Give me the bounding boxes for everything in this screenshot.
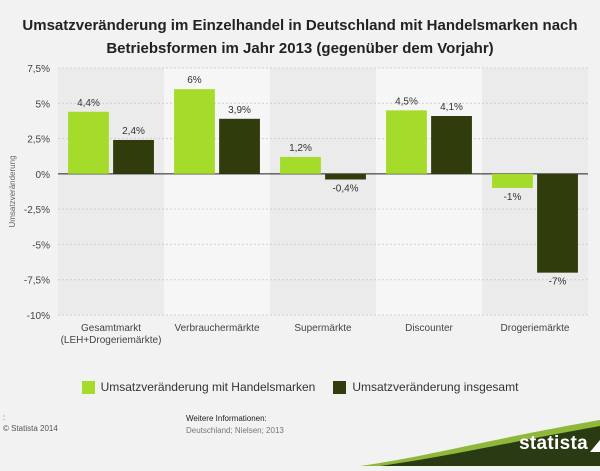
x-tick-label: (LEH+Drogeriemärkte) bbox=[61, 335, 162, 346]
info-title[interactable]: Weitere Informationen: bbox=[186, 414, 267, 423]
x-tick-label: Supermärkte bbox=[294, 323, 352, 334]
legend-item-insgesamt: Umsatzveränderung insgesamt bbox=[333, 380, 518, 394]
bar bbox=[280, 156, 321, 174]
chart-title: Umsatzveränderung im Einzelhandel in Deu… bbox=[22, 17, 578, 57]
legend-item-handelsmarken: Umsatzveränderung mit Handelsmarken bbox=[81, 380, 316, 394]
bar bbox=[386, 110, 427, 174]
copyright: © Statista 2014 bbox=[3, 424, 58, 433]
data-label: 4,1% bbox=[440, 102, 463, 113]
brand-swoosh bbox=[360, 420, 600, 466]
y-axis-label: Umsatzveränderung bbox=[8, 155, 17, 227]
source-prefix: : bbox=[3, 413, 6, 422]
data-label: 6% bbox=[187, 75, 202, 86]
y-tick-label: 7,5% bbox=[27, 64, 50, 75]
legend: Umsatzveränderung mit Handelsmarken Umsa… bbox=[0, 380, 600, 394]
y-tick-label: -10% bbox=[27, 311, 50, 322]
data-label: 4,4% bbox=[77, 98, 100, 109]
legend-swatch bbox=[333, 380, 347, 394]
y-tick-label: 2,5% bbox=[27, 135, 50, 146]
brand-arrow-icon bbox=[590, 440, 600, 452]
y-tick-label: -7,5% bbox=[24, 276, 50, 287]
bar bbox=[537, 173, 578, 273]
data-label: -7% bbox=[549, 277, 567, 288]
x-tick-label: Discounter bbox=[405, 323, 453, 334]
bar bbox=[68, 111, 109, 174]
x-tick-label: Drogeriemärkte bbox=[501, 323, 570, 334]
category-band bbox=[270, 68, 376, 315]
bar bbox=[492, 173, 533, 188]
data-label: 2,4% bbox=[122, 126, 145, 137]
bar bbox=[325, 173, 366, 180]
y-tick-label: -5% bbox=[32, 240, 50, 251]
y-tick-label: -2,5% bbox=[24, 205, 50, 216]
bar-chart: 7,5% 5% 2,5% 0% -2,5% -5% -7,5% -10% Umsatzverän… bbox=[8, 64, 588, 346]
y-tick-label: 0% bbox=[36, 170, 51, 181]
category-band bbox=[376, 68, 482, 315]
bar bbox=[174, 89, 215, 174]
legend-label: Umsatzveränderung mit Handelsmarken bbox=[100, 380, 316, 394]
x-tick-label: Gesamtmarkt bbox=[81, 323, 141, 334]
data-label: 3,9% bbox=[228, 105, 251, 116]
y-tick-label: 5% bbox=[36, 99, 51, 110]
data-label: 4,5% bbox=[395, 96, 418, 107]
legend-label: Umsatzveränderung insgesamt bbox=[352, 380, 519, 394]
legend-swatch bbox=[81, 380, 95, 394]
brand-text: statista bbox=[519, 433, 588, 454]
statista-logo[interactable]: statista bbox=[360, 416, 600, 466]
bar bbox=[113, 139, 154, 174]
bar bbox=[219, 118, 260, 174]
x-tick-label: Verbrauchermärkte bbox=[174, 323, 259, 334]
data-label: -1% bbox=[504, 192, 522, 203]
info-text: Deutschland; Nielsen; 2013 bbox=[186, 426, 284, 435]
bar bbox=[431, 115, 472, 174]
data-label: -0,4% bbox=[332, 184, 358, 195]
data-label: 1,2% bbox=[289, 143, 312, 154]
category-band bbox=[58, 68, 164, 315]
